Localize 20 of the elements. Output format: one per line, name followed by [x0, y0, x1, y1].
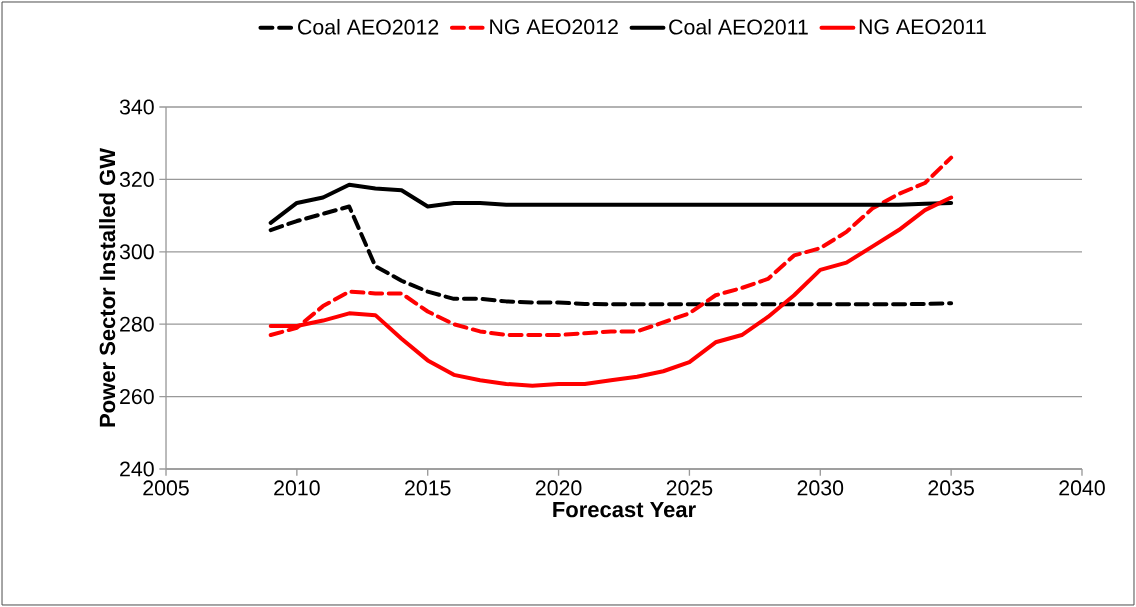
x-tick-label: 2005: [143, 480, 189, 496]
y-axis-title: Power Sector Installed GW: [99, 148, 116, 427]
x-tick-label: 2010: [274, 480, 320, 496]
x-tick-label: 2040: [1059, 480, 1105, 496]
y-tick-label: 300: [119, 244, 154, 260]
legend-label: Coal AEO2011: [669, 18, 808, 35]
x-axis-title: Forecast Year: [553, 501, 696, 518]
legend-label: Coal AEO2012: [298, 18, 439, 35]
x-tick-label: 2035: [928, 480, 974, 496]
y-tick-label: 340: [119, 99, 154, 115]
x-tick-label: 2020: [535, 480, 582, 496]
y-tick-label: 280: [120, 316, 154, 332]
legend-label: NG AEO2011: [859, 19, 986, 35]
x-tick-label: 2015: [405, 480, 451, 496]
x-tick-label: 2025: [666, 480, 713, 496]
y-tick-label: 260: [120, 389, 154, 405]
x-tick-label: 2030: [797, 480, 844, 496]
legend-label: NG AEO2012: [490, 19, 618, 35]
y-tick-label: 240: [120, 461, 154, 477]
y-tick-label: 320: [119, 171, 154, 187]
